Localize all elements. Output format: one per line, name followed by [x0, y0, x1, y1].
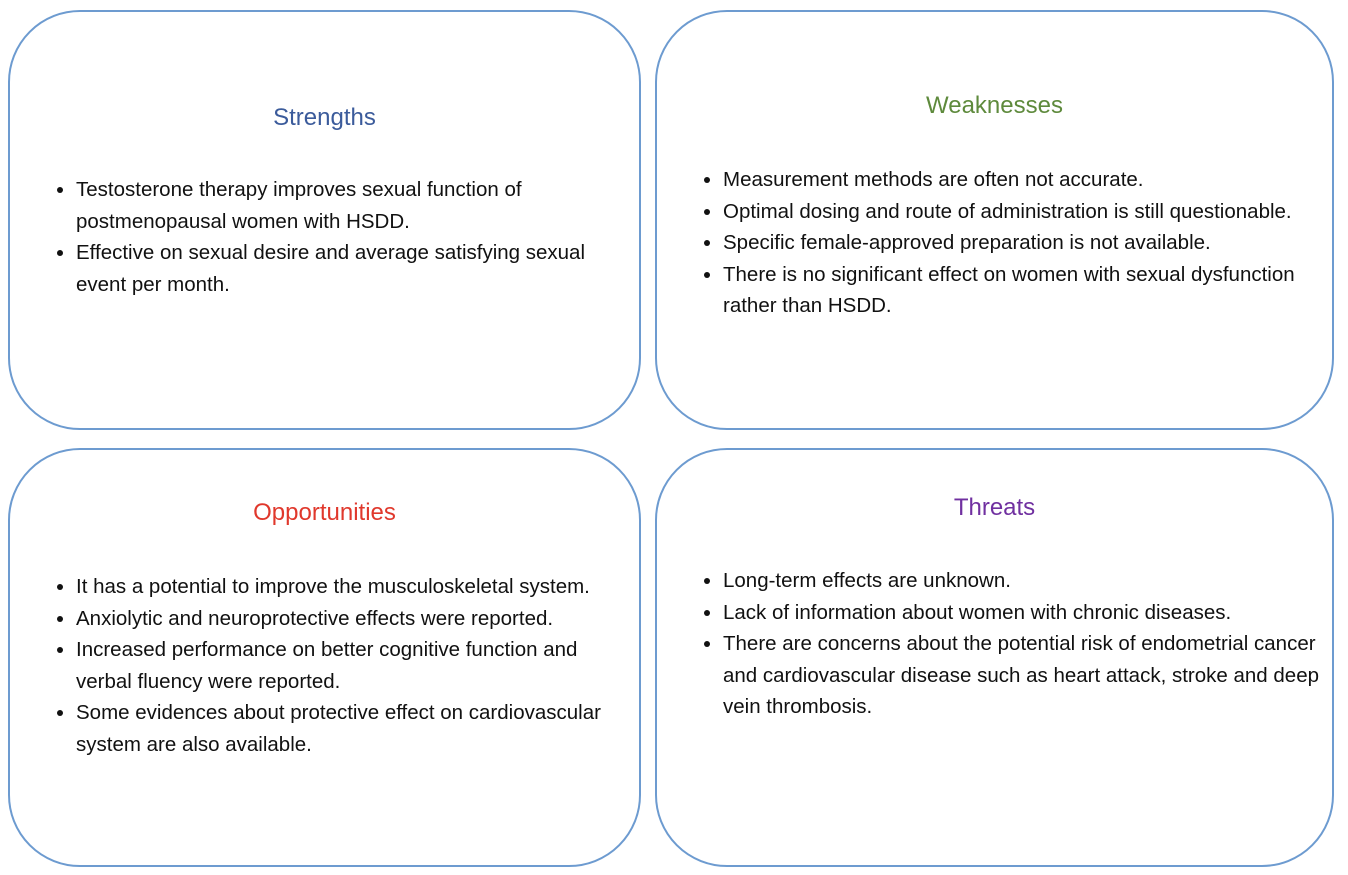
- bullet-item: Long-term effects are unknown.: [723, 565, 1323, 597]
- bullet-item: Testosterone therapy improves sexual fun…: [76, 174, 636, 237]
- bullet-item: There are concerns about the potential r…: [723, 628, 1323, 723]
- bullet-list: Long-term effects are unknown.Lack of in…: [693, 565, 1323, 723]
- bullet-item: Measurement methods are often not accura…: [723, 164, 1333, 196]
- bullet-item: Some evidences about protective effect o…: [76, 697, 636, 760]
- box-title: Threats: [953, 494, 1036, 521]
- bullet-item: There is no significant effect on women …: [723, 259, 1333, 322]
- bullet-item: It has a potential to improve the muscul…: [76, 571, 636, 603]
- bullet-item: Lack of information about women with chr…: [723, 597, 1323, 629]
- swot-box: Strengths Testosterone therapy improves s…: [8, 10, 641, 430]
- swot-box: Threats Long-term effects are unknown.Lac…: [655, 448, 1334, 867]
- bullet-item: Increased performance on better cognitiv…: [76, 634, 636, 697]
- bullet-list: Measurement methods are often not accura…: [693, 164, 1333, 322]
- bullet-list: Testosterone therapy improves sexual fun…: [46, 174, 636, 300]
- bullet-list: It has a potential to improve the muscul…: [46, 571, 636, 760]
- box-title: Strengths: [273, 104, 376, 131]
- box-title: Opportunities: [253, 499, 396, 526]
- swot-box: Weaknesses Measurement methods are often …: [655, 10, 1334, 430]
- bullet-item: Anxiolytic and neuroprotective effects w…: [76, 603, 636, 635]
- swot-box: Opportunities It has a potential to impro…: [8, 448, 641, 867]
- box-title: Weaknesses: [926, 92, 1063, 119]
- bullet-item: Effective on sexual desire and average s…: [76, 237, 636, 300]
- bullet-item: Specific female-approved preparation is …: [723, 227, 1333, 259]
- bullet-item: Optimal dosing and route of administrati…: [723, 196, 1333, 228]
